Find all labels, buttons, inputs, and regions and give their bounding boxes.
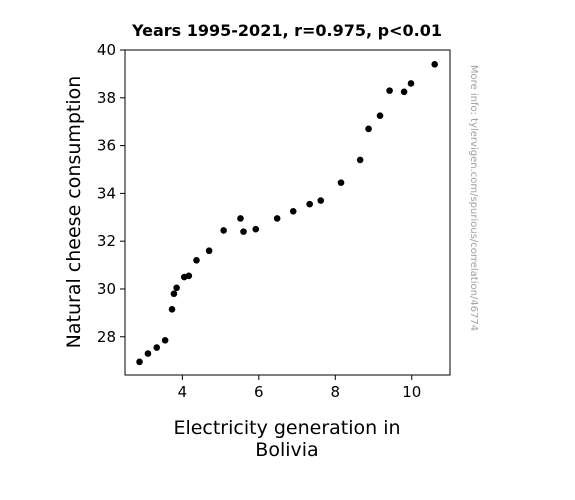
data-point bbox=[153, 344, 161, 351]
data-point bbox=[144, 350, 152, 357]
y-tick-label: 28 bbox=[97, 328, 116, 346]
x-tick-label: 4 bbox=[178, 383, 188, 401]
y-tick-label: 36 bbox=[97, 137, 116, 155]
x-axis: 4 6 8 10 bbox=[178, 375, 421, 401]
data-point bbox=[205, 247, 213, 255]
x-tick-label: 8 bbox=[331, 383, 341, 401]
data-point bbox=[220, 227, 227, 234]
data-point bbox=[273, 215, 281, 222]
y-axis-label: Natural cheese consumption bbox=[63, 76, 85, 349]
x-axis-label-line-1: Electricity generation in bbox=[173, 417, 400, 439]
plot-area bbox=[124, 49, 451, 376]
chart-title: Years 1995-2021, r=0.975, p<0.01 bbox=[131, 21, 442, 40]
y-tick-label: 30 bbox=[97, 280, 116, 298]
x-tick-label: 6 bbox=[254, 383, 264, 401]
data-point bbox=[185, 272, 193, 280]
x-tick-label: 10 bbox=[402, 383, 421, 401]
watermark-text: More info: tylervigen.com/spurious/corre… bbox=[468, 65, 479, 331]
x-axis-label-line-2: Bolivia bbox=[255, 439, 318, 461]
data-point bbox=[289, 208, 297, 215]
data-point bbox=[306, 200, 313, 208]
data-point bbox=[400, 88, 408, 96]
y-tick-label: 38 bbox=[97, 89, 116, 107]
y-tick-label: 32 bbox=[97, 232, 116, 250]
data-point bbox=[376, 112, 384, 120]
data-point bbox=[337, 179, 345, 186]
data-point bbox=[431, 61, 439, 68]
data-point bbox=[252, 225, 260, 233]
data-point bbox=[356, 156, 364, 164]
y-tick-label: 40 bbox=[97, 41, 116, 59]
data-point bbox=[170, 290, 178, 298]
data-point bbox=[240, 228, 247, 235]
data-point bbox=[386, 87, 393, 94]
data-point bbox=[173, 284, 180, 292]
data-point bbox=[317, 197, 325, 204]
y-axis: 28 30 32 34 36 38 40 bbox=[97, 41, 125, 346]
y-tick-label: 34 bbox=[97, 184, 116, 202]
data-point bbox=[136, 358, 143, 366]
data-point bbox=[193, 256, 200, 264]
data-point bbox=[237, 215, 244, 222]
data-points bbox=[136, 61, 439, 366]
data-point bbox=[407, 80, 415, 87]
data-point bbox=[365, 125, 372, 133]
data-point bbox=[161, 337, 169, 344]
data-point bbox=[168, 305, 176, 313]
plot-frame bbox=[124, 49, 451, 376]
